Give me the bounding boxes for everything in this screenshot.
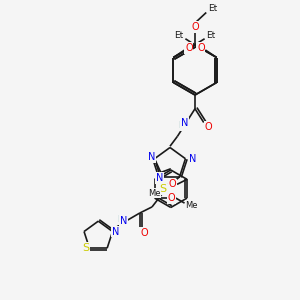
Text: O: O <box>205 122 213 132</box>
Text: N: N <box>112 226 119 236</box>
Text: H: H <box>117 215 124 224</box>
Text: O: O <box>197 43 205 53</box>
Text: N: N <box>189 154 196 164</box>
Text: N: N <box>181 118 188 128</box>
Text: N: N <box>148 152 155 163</box>
Text: Et: Et <box>206 31 215 40</box>
Text: O: O <box>140 228 148 238</box>
Text: N: N <box>155 173 163 183</box>
Text: O: O <box>191 22 199 32</box>
Text: Et: Et <box>174 31 183 40</box>
Text: O: O <box>169 179 176 189</box>
Text: Me: Me <box>185 201 198 210</box>
Text: Et: Et <box>208 4 217 13</box>
Text: O: O <box>185 43 193 53</box>
Text: S: S <box>160 184 167 194</box>
Text: Me: Me <box>148 189 160 198</box>
Text: H: H <box>178 121 184 130</box>
Text: O: O <box>168 193 176 203</box>
Text: N: N <box>120 216 127 226</box>
Text: S: S <box>82 243 89 253</box>
